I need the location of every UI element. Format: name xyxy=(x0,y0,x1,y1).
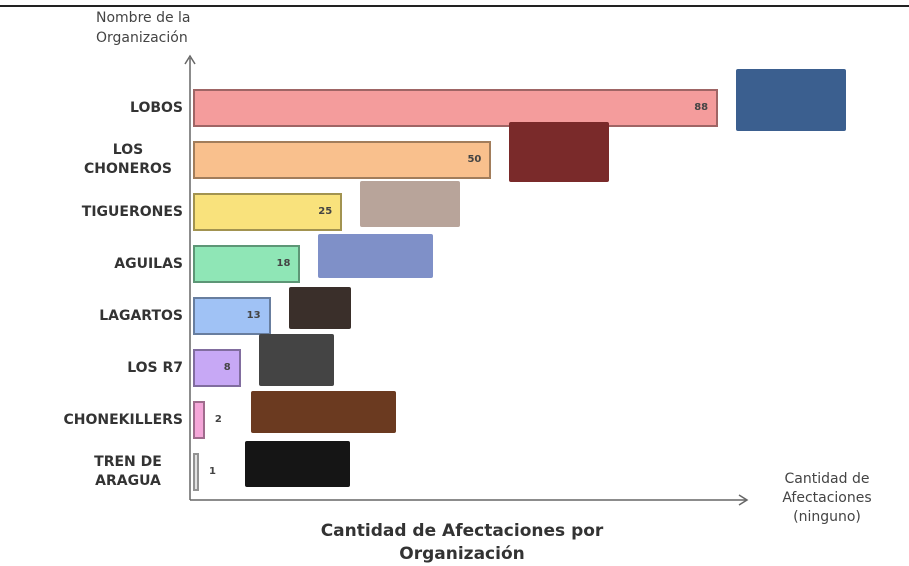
logo-image xyxy=(251,391,396,433)
y-tick-label: TREN DE ARAGUA xyxy=(73,453,183,491)
category-label-row: AGUILAS xyxy=(0,244,183,284)
page: Nombre de la Organización Cantidad de Af… xyxy=(0,0,909,565)
logo-image xyxy=(509,122,609,182)
y-tick-label: LOBOS xyxy=(130,99,183,118)
value-label: 25 xyxy=(302,205,332,219)
bar xyxy=(193,141,491,179)
bar xyxy=(193,401,205,439)
value-label: 2 xyxy=(215,413,222,427)
y-tick-label: LAGARTOS xyxy=(99,307,183,326)
logo-image xyxy=(360,181,460,227)
y-tick-label: CHONEKILLERS xyxy=(64,411,184,430)
logo-image xyxy=(259,334,334,386)
logo-image xyxy=(289,287,351,329)
plot: LOBOS 88 LOS CHONEROS 50 TIGUERONES 25 AGUILAS… xyxy=(0,0,909,565)
value-label: 1 xyxy=(209,465,216,479)
bar xyxy=(193,453,199,491)
value-label: 13 xyxy=(231,309,261,323)
logo-image xyxy=(318,234,433,278)
bar xyxy=(193,89,718,127)
value-label: 50 xyxy=(451,153,481,167)
y-tick-label: LOS R7 xyxy=(127,359,183,378)
value-label: 18 xyxy=(260,257,290,271)
category-label-row: CHONEKILLERS xyxy=(0,400,183,440)
logo-image xyxy=(736,69,846,131)
category-label-row: TREN DE ARAGUA xyxy=(0,452,183,492)
category-label-row: LOBOS xyxy=(0,88,183,128)
logo-image xyxy=(245,441,350,487)
value-label: 8 xyxy=(201,361,231,375)
category-label-row: LOS R7 xyxy=(0,348,183,388)
y-tick-label: AGUILAS xyxy=(114,255,183,274)
category-label-row: LOS CHONEROS xyxy=(0,140,183,180)
category-label-row: TIGUERONES xyxy=(0,192,183,232)
value-label: 88 xyxy=(678,101,708,115)
y-tick-label: TIGUERONES xyxy=(82,203,183,222)
category-label-row: LAGARTOS xyxy=(0,296,183,336)
y-tick-label: LOS CHONEROS xyxy=(73,141,183,179)
